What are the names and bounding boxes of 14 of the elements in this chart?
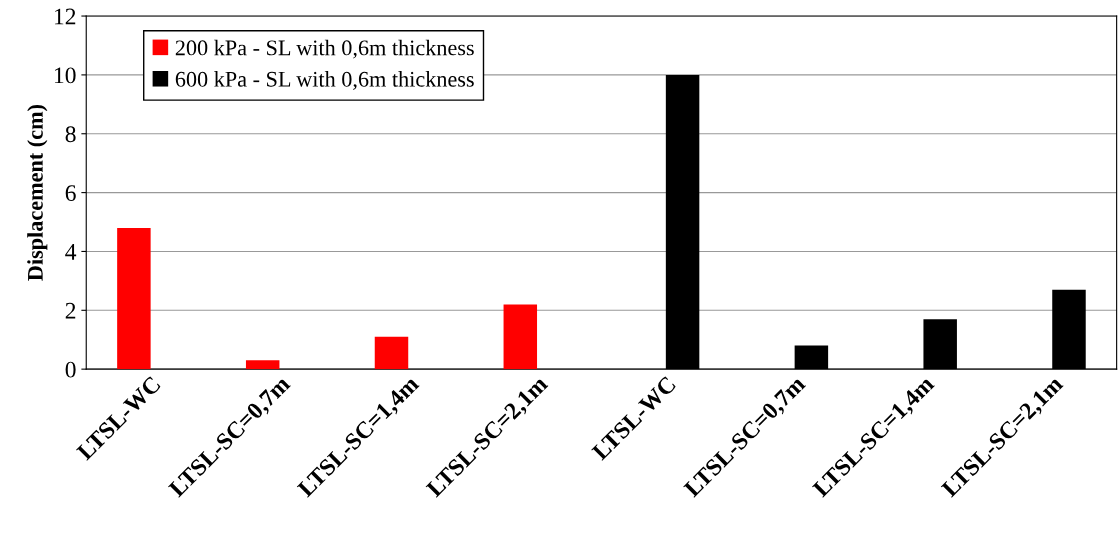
bar [117,227,151,370]
bar [374,336,409,370]
y-axis-title: Displacement (cm) [27,105,48,281]
legend-label: 200 kPa - SL with 0,6m thickness [175,39,474,59]
y-tick-label: 4 [65,244,77,260]
y-tick-label: 6 [65,185,76,202]
bar [503,304,538,370]
y-tick-label: 2 [65,302,76,319]
y-tick-label: 8 [65,126,76,143]
y-tick-label: 0 [65,361,76,378]
y-tick-label: 12 [54,8,76,25]
bar [245,360,280,370]
legend-label: 600 kPa - SL with 0,6m thickness [175,71,474,90]
y-tick-label: 10 [54,67,76,84]
